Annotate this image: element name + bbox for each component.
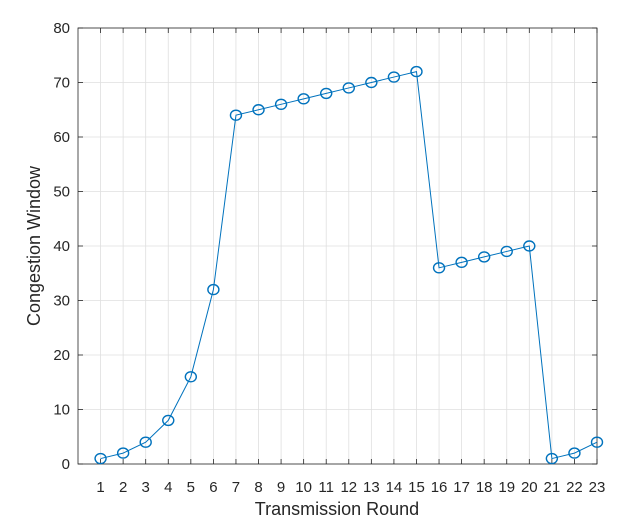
- x-tick-label: 23: [589, 479, 606, 496]
- data-point: [387, 71, 401, 83]
- y-tick-label: 80: [53, 20, 70, 37]
- y-tick-label: 10: [53, 402, 70, 419]
- y-tick-label: 40: [53, 238, 70, 255]
- x-tick-label: 8: [254, 479, 262, 496]
- series-line-layer: [100, 70, 598, 460]
- x-tick-label: 5: [187, 479, 195, 496]
- data-point: [365, 76, 378, 89]
- y-tick-label: 0: [62, 456, 70, 473]
- data-point: [297, 93, 310, 105]
- y-axis-label: Congestion Window: [24, 165, 44, 326]
- x-tick-label: 16: [431, 479, 448, 496]
- x-tick-label: 1: [96, 479, 104, 496]
- y-tick-label: 60: [53, 129, 70, 146]
- data-point: [116, 447, 130, 459]
- x-tick-label: 22: [566, 479, 583, 496]
- data-point: [568, 447, 581, 459]
- x-tick-label: 6: [209, 479, 217, 496]
- data-point: [162, 414, 175, 427]
- x-tick-label: 9: [277, 479, 285, 496]
- data-point: [590, 436, 604, 448]
- data-point: [207, 283, 220, 296]
- x-tick-label: 12: [340, 479, 357, 496]
- data-point: [139, 436, 152, 448]
- data-point: [410, 65, 423, 78]
- x-tick-label: 13: [363, 479, 380, 496]
- tick-labels: 1 2 3 4 5 6 7 8 9 10 11 12 13 14 15 16 17 18 19 20 21 22 23010…: [53, 20, 605, 496]
- data-point: [342, 82, 355, 94]
- y-tick-label: 70: [53, 75, 70, 92]
- series-markers: [94, 65, 604, 465]
- x-tick-label: 10: [295, 479, 312, 496]
- x-tick-label: 4: [164, 479, 172, 496]
- y-tick-label: 20: [53, 347, 70, 364]
- x-tick-label: 15: [408, 479, 425, 496]
- x-tick-label: 19: [498, 479, 515, 496]
- data-point: [455, 256, 468, 269]
- data-point: [274, 98, 288, 111]
- x-tick-label: 14: [386, 479, 403, 496]
- x-tick-label: 11: [318, 479, 334, 496]
- y-tick-label: 30: [53, 293, 70, 310]
- data-point: [320, 87, 333, 100]
- y-tick-label: 50: [53, 184, 70, 201]
- x-tick-label: 2: [119, 479, 127, 496]
- x-tick-label: 7: [232, 479, 240, 496]
- x-axis-label: Transmission Round: [255, 499, 419, 519]
- series-line: [100, 70, 598, 460]
- data-point: [545, 452, 559, 465]
- data-point: [229, 109, 243, 121]
- data-point: [94, 452, 107, 465]
- x-tick-label: 3: [142, 479, 150, 496]
- data-point: [523, 240, 536, 252]
- axes: [77, 27, 598, 465]
- data-point: [184, 371, 198, 383]
- data-point: [500, 245, 513, 258]
- data-point: [432, 262, 446, 274]
- data-point: [477, 251, 491, 263]
- x-tick-label: 18: [476, 479, 493, 496]
- x-tick-label: 21: [544, 479, 561, 496]
- x-tick-label: 17: [453, 479, 470, 496]
- x-tick-label: 20: [521, 479, 538, 496]
- data-point: [252, 104, 265, 116]
